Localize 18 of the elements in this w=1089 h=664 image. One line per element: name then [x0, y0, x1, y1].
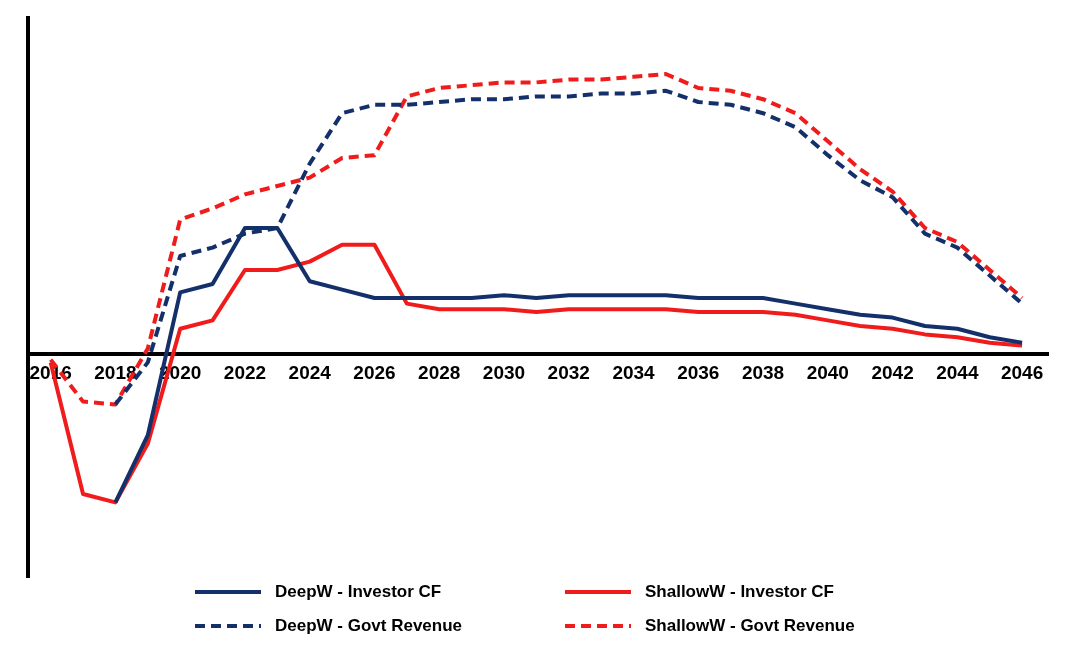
legend-label: ShallowW - Investor CF	[645, 582, 834, 602]
x-tick-label: 2018	[94, 361, 137, 383]
x-tick-label: 2036	[677, 361, 720, 383]
x-tick-label: 2032	[547, 361, 590, 383]
x-tick-label: 2030	[482, 361, 526, 383]
x-tick-label: 2024	[288, 361, 332, 383]
legend-label: DeepW - Govt Revenue	[275, 616, 463, 636]
x-tick-label: 2046	[1000, 361, 1044, 383]
x-tick-label: 2028	[418, 361, 461, 383]
x-tick-label: 2042	[871, 361, 914, 383]
x-tick-label: 2034	[612, 361, 656, 383]
x-tick-label: 2044	[936, 361, 979, 383]
x-tick-label: 2040	[806, 361, 849, 383]
legend-label: ShallowW - Govt Revenue	[645, 616, 855, 636]
x-tick-label: 2022	[223, 361, 267, 383]
x-tick-label: 2026	[353, 361, 396, 383]
x-tick-label: 2038	[741, 361, 785, 383]
legend-label: DeepW - Investor CF	[275, 582, 442, 602]
